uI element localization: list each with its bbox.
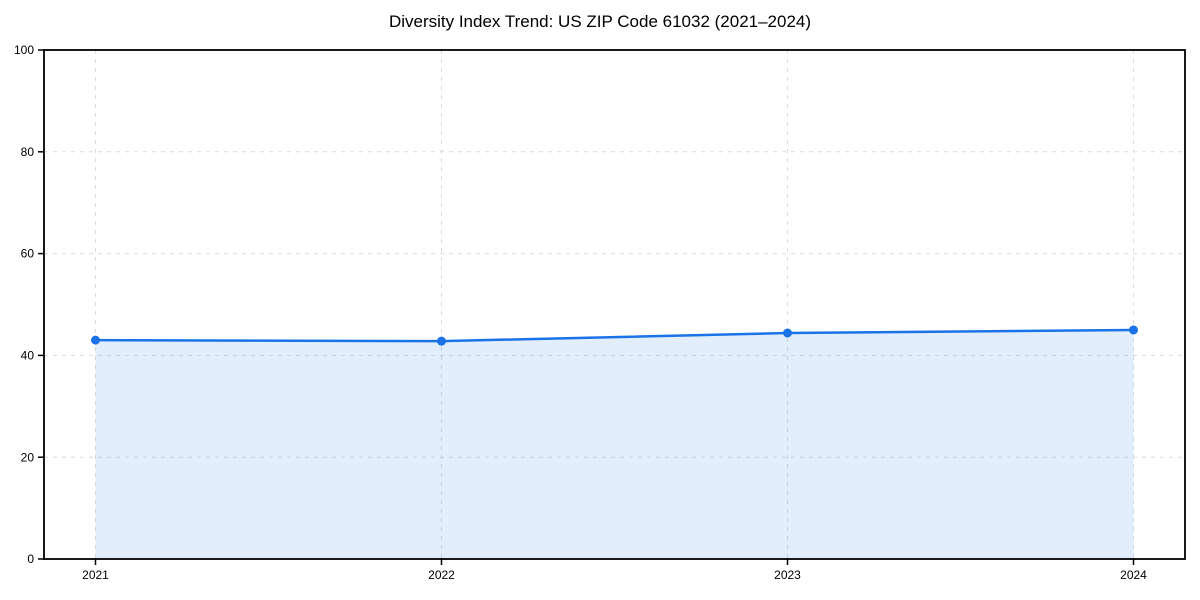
y-axis-tick-label: 60 xyxy=(21,247,35,261)
plot-frame xyxy=(43,49,1186,560)
chart-title: Diversity Index Trend: US ZIP Code 61032… xyxy=(388,12,812,31)
data-point xyxy=(1129,325,1138,335)
x-axis-tick-label: 2021 xyxy=(82,568,109,582)
x-axis-tick-label: 2024 xyxy=(1120,568,1147,582)
area-fill xyxy=(95,329,1134,559)
trend-line xyxy=(94,328,1135,343)
x-axis-tick-label: 2022 xyxy=(428,568,455,582)
y-axis-tick-label: 40 xyxy=(21,348,35,362)
y-axis-tick-label: 80 xyxy=(21,145,35,159)
y-axis-tick-label: 0 xyxy=(27,552,34,566)
y-axis-tick-label: 100 xyxy=(14,43,34,57)
data-point xyxy=(437,336,446,346)
data-point xyxy=(783,328,792,338)
x-axis-tick-label: 2023 xyxy=(774,568,801,582)
y-axis-tick-label: 20 xyxy=(21,450,35,464)
data-point xyxy=(91,335,100,345)
